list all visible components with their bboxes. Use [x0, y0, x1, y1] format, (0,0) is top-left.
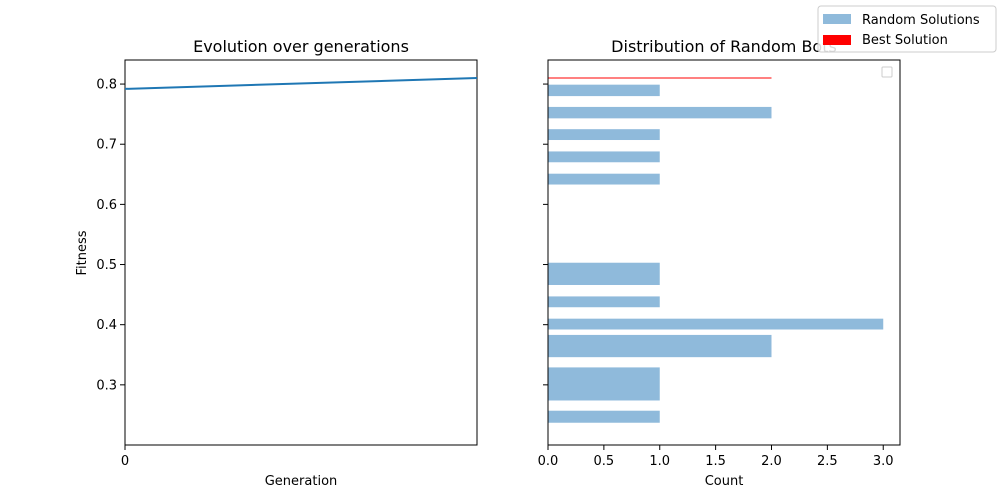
right-axes-frame: [547, 59, 901, 446]
left-y-ticks: 0.3 0.4 0.5 0.6 0.7 0.8: [96, 78, 125, 393]
legend-swatch-best: [823, 35, 851, 45]
random-bots-bar: [548, 367, 660, 401]
random-bots-bar: [548, 318, 884, 330]
right-x-axis-label: Count: [705, 474, 744, 489]
random-bots-bar: [548, 106, 772, 119]
fitness-line: [124, 77, 478, 90]
random-bots-bar: [548, 173, 660, 185]
left-chart-title: Evolution over generations: [193, 37, 409, 56]
random-bots-bar: [548, 151, 660, 163]
right-y-ticks: [543, 83, 548, 386]
left-y-tick-label: 0.7: [96, 138, 117, 153]
legend-box: [817, 5, 997, 53]
left-x-axis-label: Generation: [265, 474, 338, 489]
random-bots-bars: [548, 84, 884, 423]
right-chart-title: Distribution of Random Bots: [611, 37, 837, 56]
right-x-tick-label: 0.0: [538, 454, 559, 469]
right-x-tick-label: 2.0: [761, 454, 782, 469]
right-x-tick-label: 1.0: [649, 454, 670, 469]
right-x-tick-label: 2.5: [817, 454, 838, 469]
left-y-tick-label: 0.4: [96, 318, 117, 333]
random-bots-bar: [548, 296, 660, 308]
right-subplot: Distribution of Random Bots 0.0 0.5 1.0 1.5…: [538, 37, 901, 489]
random-bots-bar: [548, 410, 660, 423]
left-y-tick-label: 0.8: [96, 78, 117, 93]
legend-label-random: Random Solutions: [862, 13, 980, 28]
left-y-tick-label: 0.3: [96, 378, 117, 393]
random-bots-bar: [548, 84, 660, 97]
left-y-tick-label: 0.5: [96, 258, 117, 273]
left-y-axis-label: Fitness: [75, 230, 90, 275]
legend-swatch-random: [823, 14, 851, 24]
left-subplot: Evolution over generations 0.30.40.50.60…: [75, 37, 478, 489]
figure-legend: Random Solutions Best Solution: [817, 5, 997, 53]
empty-axes-legend: [881, 66, 893, 78]
random-bots-bar: [548, 334, 772, 358]
left-axes-frame: [124, 59, 478, 446]
left-y-tick-label: 0.6: [96, 198, 117, 213]
random-bots-bar: [548, 262, 660, 285]
legend-label-best: Best Solution: [862, 33, 948, 48]
left-x-tick-label: 0: [121, 454, 129, 469]
right-x-tick-label: 0.5: [594, 454, 615, 469]
right-x-ticks: 0.0 0.5 1.0 1.5 2.0 2.5 3.0: [538, 445, 894, 469]
random-bots-bar: [548, 129, 660, 141]
right-x-tick-label: 3.0: [873, 454, 894, 469]
right-x-tick-label: 1.5: [705, 454, 726, 469]
